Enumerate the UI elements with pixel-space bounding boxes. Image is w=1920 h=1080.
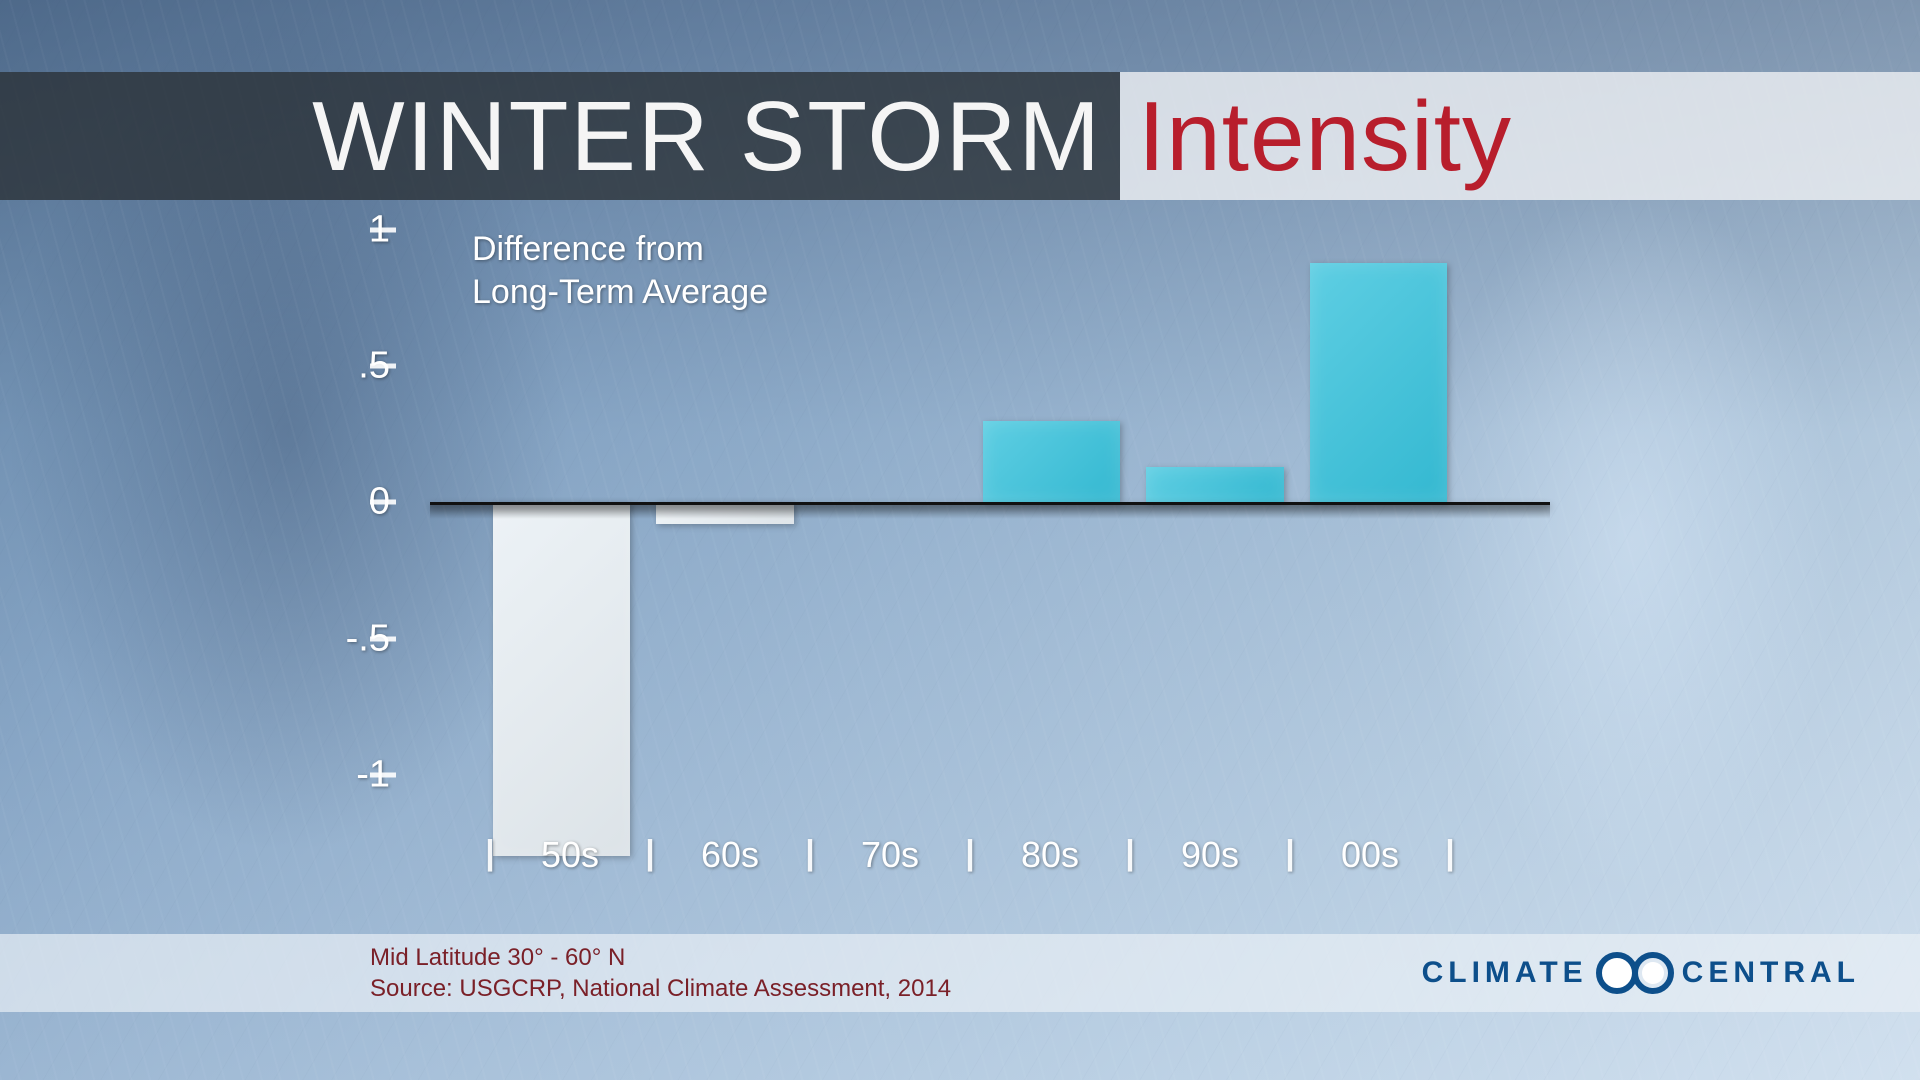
y-tick-mark [370,364,396,369]
x-tick-label: 80s [980,834,1120,876]
logo-word-left: CLIMATE [1422,956,1588,990]
bar-80s [983,421,1120,503]
x-tick-label: 70s [820,834,960,876]
source-line1: Mid Latitude 30° - 60° N [370,942,951,973]
x-tick-separator: | [480,834,500,876]
chart-subtitle: Difference fromLong-Term Average [472,228,768,313]
x-tick-separator: | [640,834,660,876]
y-tick-mark [370,636,396,641]
source-text: Mid Latitude 30° - 60° N Source: USGCRP,… [370,942,951,1004]
climate-central-logo: CLIMATE CENTRAL [1422,952,1860,994]
x-tick-label: 90s [1140,834,1280,876]
logo-word-right: CENTRAL [1682,956,1860,990]
y-axis: 1.50-.5-1 [370,230,430,870]
title-banner: WINTER STORM Intensity [0,72,1920,200]
bar-chart: 1.50-.5-1 Difference fromLong-Term Avera… [430,230,1490,870]
x-axis-labels: |50s|60s|70s|80s|90s|00s| [480,834,1460,876]
title-accent: Intensity [1138,80,1512,193]
x-tick-separator: | [960,834,980,876]
title-main: WINTER STORM [312,80,1102,193]
x-tick-separator: | [1280,834,1300,876]
x-tick-separator: | [1120,834,1140,876]
source-line2: Source: USGCRP, National Climate Assessm… [370,973,951,1004]
zero-axis-shadow [430,505,1550,519]
x-tick-label: 50s [500,834,640,876]
x-tick-separator: | [800,834,820,876]
bar-50s [493,502,630,856]
x-tick-separator: | [1440,834,1460,876]
x-tick-label: 00s [1300,834,1440,876]
title-dark-panel: WINTER STORM [0,72,1120,200]
footer-band: Mid Latitude 30° - 60° N Source: USGCRP,… [0,934,1920,1012]
bar-00s [1310,263,1447,503]
y-tick-mark [370,500,396,505]
logo-circles-icon [1596,952,1674,994]
x-tick-label: 60s [660,834,800,876]
title-light-panel: Intensity [1120,72,1920,200]
y-tick-mark [370,228,396,233]
bar-90s [1146,467,1283,502]
y-tick-mark [370,772,396,777]
